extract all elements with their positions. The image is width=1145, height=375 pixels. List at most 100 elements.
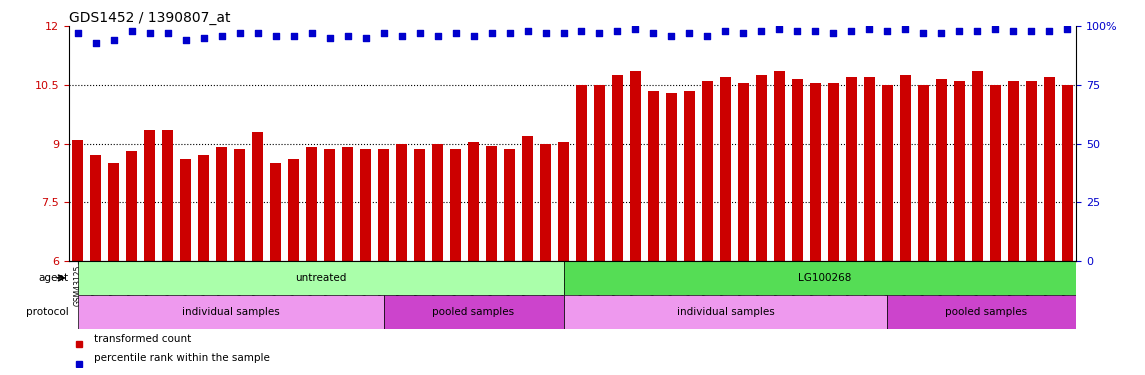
Bar (846, 77, 856, 261)
Bar (361, 149, 371, 261)
Point (267, 33, 285, 39)
Point (645, 30, 663, 36)
Point (554, 30, 572, 36)
Point (626, 26, 645, 32)
Bar (252, 132, 263, 261)
Point (104, 38, 123, 44)
Bar (756, 75, 767, 261)
Bar (702, 81, 713, 261)
Bar (774, 71, 784, 261)
Point (374, 30, 393, 36)
Text: pooled samples: pooled samples (433, 307, 514, 317)
Bar (792, 79, 803, 261)
Bar (324, 149, 335, 261)
Point (1040, 28, 1058, 34)
Point (878, 28, 897, 34)
Point (393, 33, 411, 39)
Bar (648, 91, 658, 261)
Point (717, 28, 735, 34)
Point (914, 30, 932, 36)
Point (1058, 26, 1076, 32)
Bar (342, 147, 353, 261)
Bar (450, 149, 461, 261)
Text: individual samples: individual samples (182, 307, 279, 317)
Point (608, 28, 626, 34)
Text: untreated: untreated (295, 273, 346, 283)
Bar (396, 144, 406, 261)
Point (986, 26, 1004, 32)
Bar (414, 149, 425, 261)
Bar (432, 144, 443, 261)
Point (662, 33, 680, 39)
Bar (504, 149, 515, 261)
Point (843, 28, 861, 34)
Point (897, 26, 915, 32)
Text: pooled samples: pooled samples (946, 307, 1027, 317)
Point (519, 28, 537, 34)
Point (447, 30, 465, 36)
Text: GDS1452 / 1390807_at: GDS1452 / 1390807_at (69, 11, 230, 25)
Text: individual samples: individual samples (677, 307, 774, 317)
Bar (1026, 81, 1036, 261)
Bar (972, 71, 982, 261)
Bar (235, 149, 245, 261)
Bar (739, 83, 749, 261)
Bar (864, 77, 875, 261)
Point (680, 30, 698, 36)
Bar (613, 75, 623, 261)
Point (69, 30, 87, 36)
Point (141, 30, 159, 36)
Point (158, 30, 176, 36)
Point (248, 30, 267, 36)
Point (860, 26, 878, 32)
Point (410, 30, 428, 36)
Bar (90, 155, 101, 261)
Bar (144, 130, 155, 261)
Point (339, 33, 357, 39)
Bar (900, 75, 910, 261)
Point (356, 35, 374, 41)
Point (806, 28, 824, 34)
Point (428, 33, 447, 39)
Point (536, 30, 554, 36)
Point (752, 28, 771, 34)
Bar (882, 85, 893, 261)
Point (123, 28, 141, 34)
Bar (1008, 81, 1019, 261)
Bar (1061, 85, 1073, 261)
Point (1004, 28, 1022, 34)
Bar (828, 83, 839, 261)
Point (932, 30, 950, 36)
Bar (270, 163, 281, 261)
Bar (78, 295, 384, 329)
Bar (666, 93, 677, 261)
Point (969, 28, 987, 34)
Bar (109, 163, 119, 261)
Bar (289, 159, 299, 261)
Point (734, 30, 752, 36)
Bar (306, 147, 317, 261)
Text: percentile rank within the sample: percentile rank within the sample (94, 353, 270, 363)
Text: LG100268: LG100268 (798, 273, 851, 283)
Bar (378, 149, 389, 261)
Point (1022, 28, 1041, 34)
Point (572, 28, 591, 34)
Bar (563, 295, 887, 329)
Bar (810, 83, 821, 261)
Bar (563, 261, 1085, 295)
Bar (887, 295, 1085, 329)
Point (284, 33, 302, 39)
Point (824, 30, 843, 36)
Point (788, 28, 806, 34)
Point (87, 40, 105, 46)
Bar (630, 71, 641, 261)
Point (950, 28, 969, 34)
Bar (935, 79, 947, 261)
Bar (720, 77, 731, 261)
Bar (540, 144, 551, 261)
Bar (384, 295, 563, 329)
Bar (72, 140, 84, 261)
Text: transformed count: transformed count (94, 334, 191, 344)
Text: protocol: protocol (26, 307, 69, 317)
Point (321, 35, 339, 41)
